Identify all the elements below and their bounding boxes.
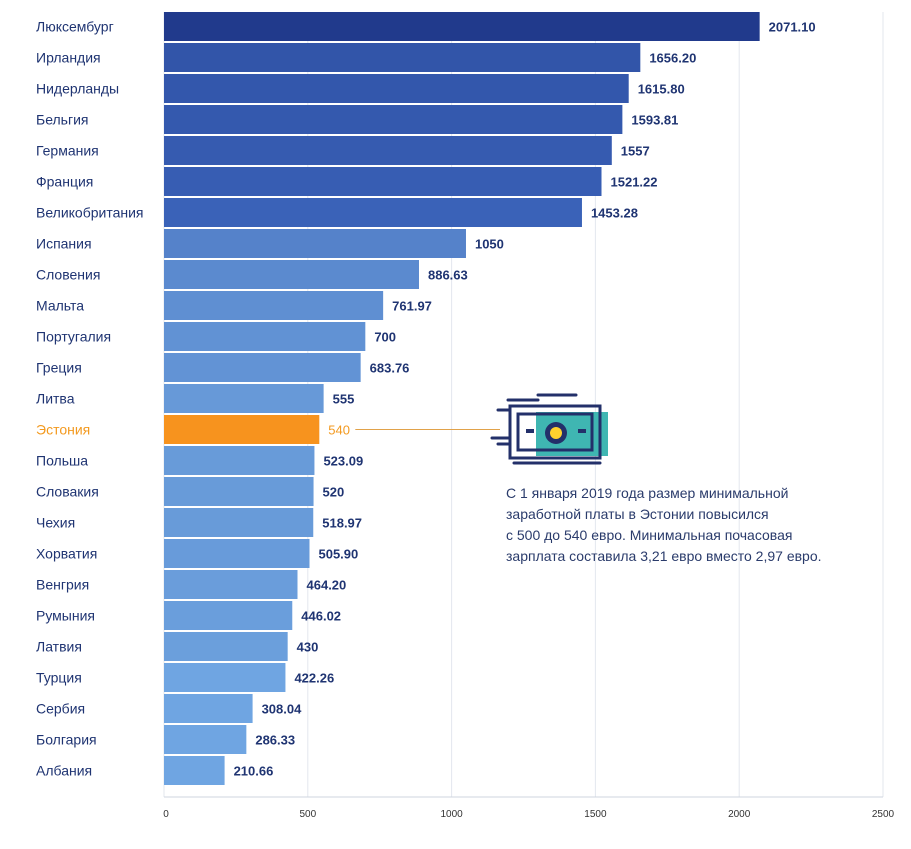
bar [164,570,298,599]
value-label: 518.97 [322,516,362,531]
value-label: 683.76 [370,361,410,376]
bar [164,601,293,630]
category-label: Хорватия [36,546,97,562]
x-tick-label: 0 [163,809,169,820]
value-label: 446.02 [301,609,341,624]
category-label: Турция [36,670,82,686]
bar [164,291,384,320]
value-label: 1050 [475,237,504,252]
bar [164,322,366,351]
bar [164,167,602,196]
bar [164,694,253,723]
value-label: 2071.10 [769,20,816,35]
bars [164,12,760,785]
annotation-line-4: зарплата составила 3,21 евро вместо 2,97… [506,548,822,564]
bar [164,725,247,754]
category-label: Эстония [36,422,90,438]
category-labels: Люксембург Ирландия Нидерланды Бельгия Герма… [36,19,144,779]
bar [164,756,225,785]
value-label: 464.20 [307,578,347,593]
bar [164,663,286,692]
bar [164,632,288,661]
value-label: 210.66 [234,764,274,779]
bar [164,198,582,227]
category-label: Латвия [36,639,82,655]
x-tick-label: 500 [299,809,316,820]
category-label: Греция [36,360,82,376]
category-label: Мальта [36,298,84,314]
value-label: 1453.28 [591,206,638,221]
category-label: Албания [36,763,92,779]
bar [164,446,315,475]
category-label: Литва [36,391,75,407]
value-label: 761.97 [392,299,432,314]
annotation-line-1: С 1 января 2019 года размер минимальной [506,485,789,501]
category-label: Великобритания [36,205,144,221]
x-tick-label: 1000 [440,809,463,820]
value-label: 1593.81 [631,113,678,128]
x-axis-ticks: 0 500 1000 1500 2000 2500 [163,809,894,820]
x-tick-label: 1500 [584,809,607,820]
bar [164,43,641,72]
money-icon [490,393,608,465]
category-label: Чехия [36,515,75,531]
bar [164,353,361,382]
value-label: 505.90 [318,547,358,562]
value-label: 430 [297,640,319,655]
category-label: Ирландия [36,50,101,66]
bar [164,229,466,258]
value-label: 1615.80 [638,82,685,97]
category-label: Португалия [36,329,111,345]
value-label: 520 [323,485,345,500]
category-label: Болгария [36,732,97,748]
category-label: Франция [36,174,93,190]
bar [164,477,314,506]
category-label: Испания [36,236,92,252]
annotation-line-3: с 500 до 540 евро. Минимальная почасовая [506,527,793,543]
category-label: Венгрия [36,577,89,593]
value-label: 308.04 [262,702,303,717]
category-label: Словакия [36,484,99,500]
category-label: Румыния [36,608,95,624]
value-label: 422.26 [294,671,334,686]
bar [164,415,320,444]
value-label: 286.33 [255,733,295,748]
category-label: Польша [36,453,88,469]
value-label: 886.63 [428,268,468,283]
value-label: 700 [374,330,396,345]
category-label: Сербия [36,701,85,717]
bar [164,136,612,165]
bar [164,12,760,41]
x-tick-label: 2000 [728,809,751,820]
bar [164,384,324,413]
x-tick-label: 2500 [872,809,895,820]
category-label: Люксембург [36,19,114,35]
bar [164,539,310,568]
value-label: 1656.20 [649,51,696,66]
value-label: 555 [333,392,355,407]
bar [164,260,419,289]
category-label: Германия [36,143,99,159]
bar [164,508,314,537]
value-label: 1557 [621,144,650,159]
category-label: Бельгия [36,112,88,128]
bar [164,105,623,134]
category-label: Словения [36,267,100,283]
value-labels: 2071.10 1656.20 1615.80 1593.81 1557 1521.22 1… [234,20,816,779]
category-label: Нидерланды [36,81,119,97]
estonia-annotation: С 1 января 2019 года размер минимальной … [506,483,836,567]
bar [164,74,629,103]
value-label: 523.09 [323,454,363,469]
annotation-line-2: заработной платы в Эстонии повысился [506,506,769,522]
value-label: 1521.22 [611,175,658,190]
value-label: 540 [328,423,350,438]
